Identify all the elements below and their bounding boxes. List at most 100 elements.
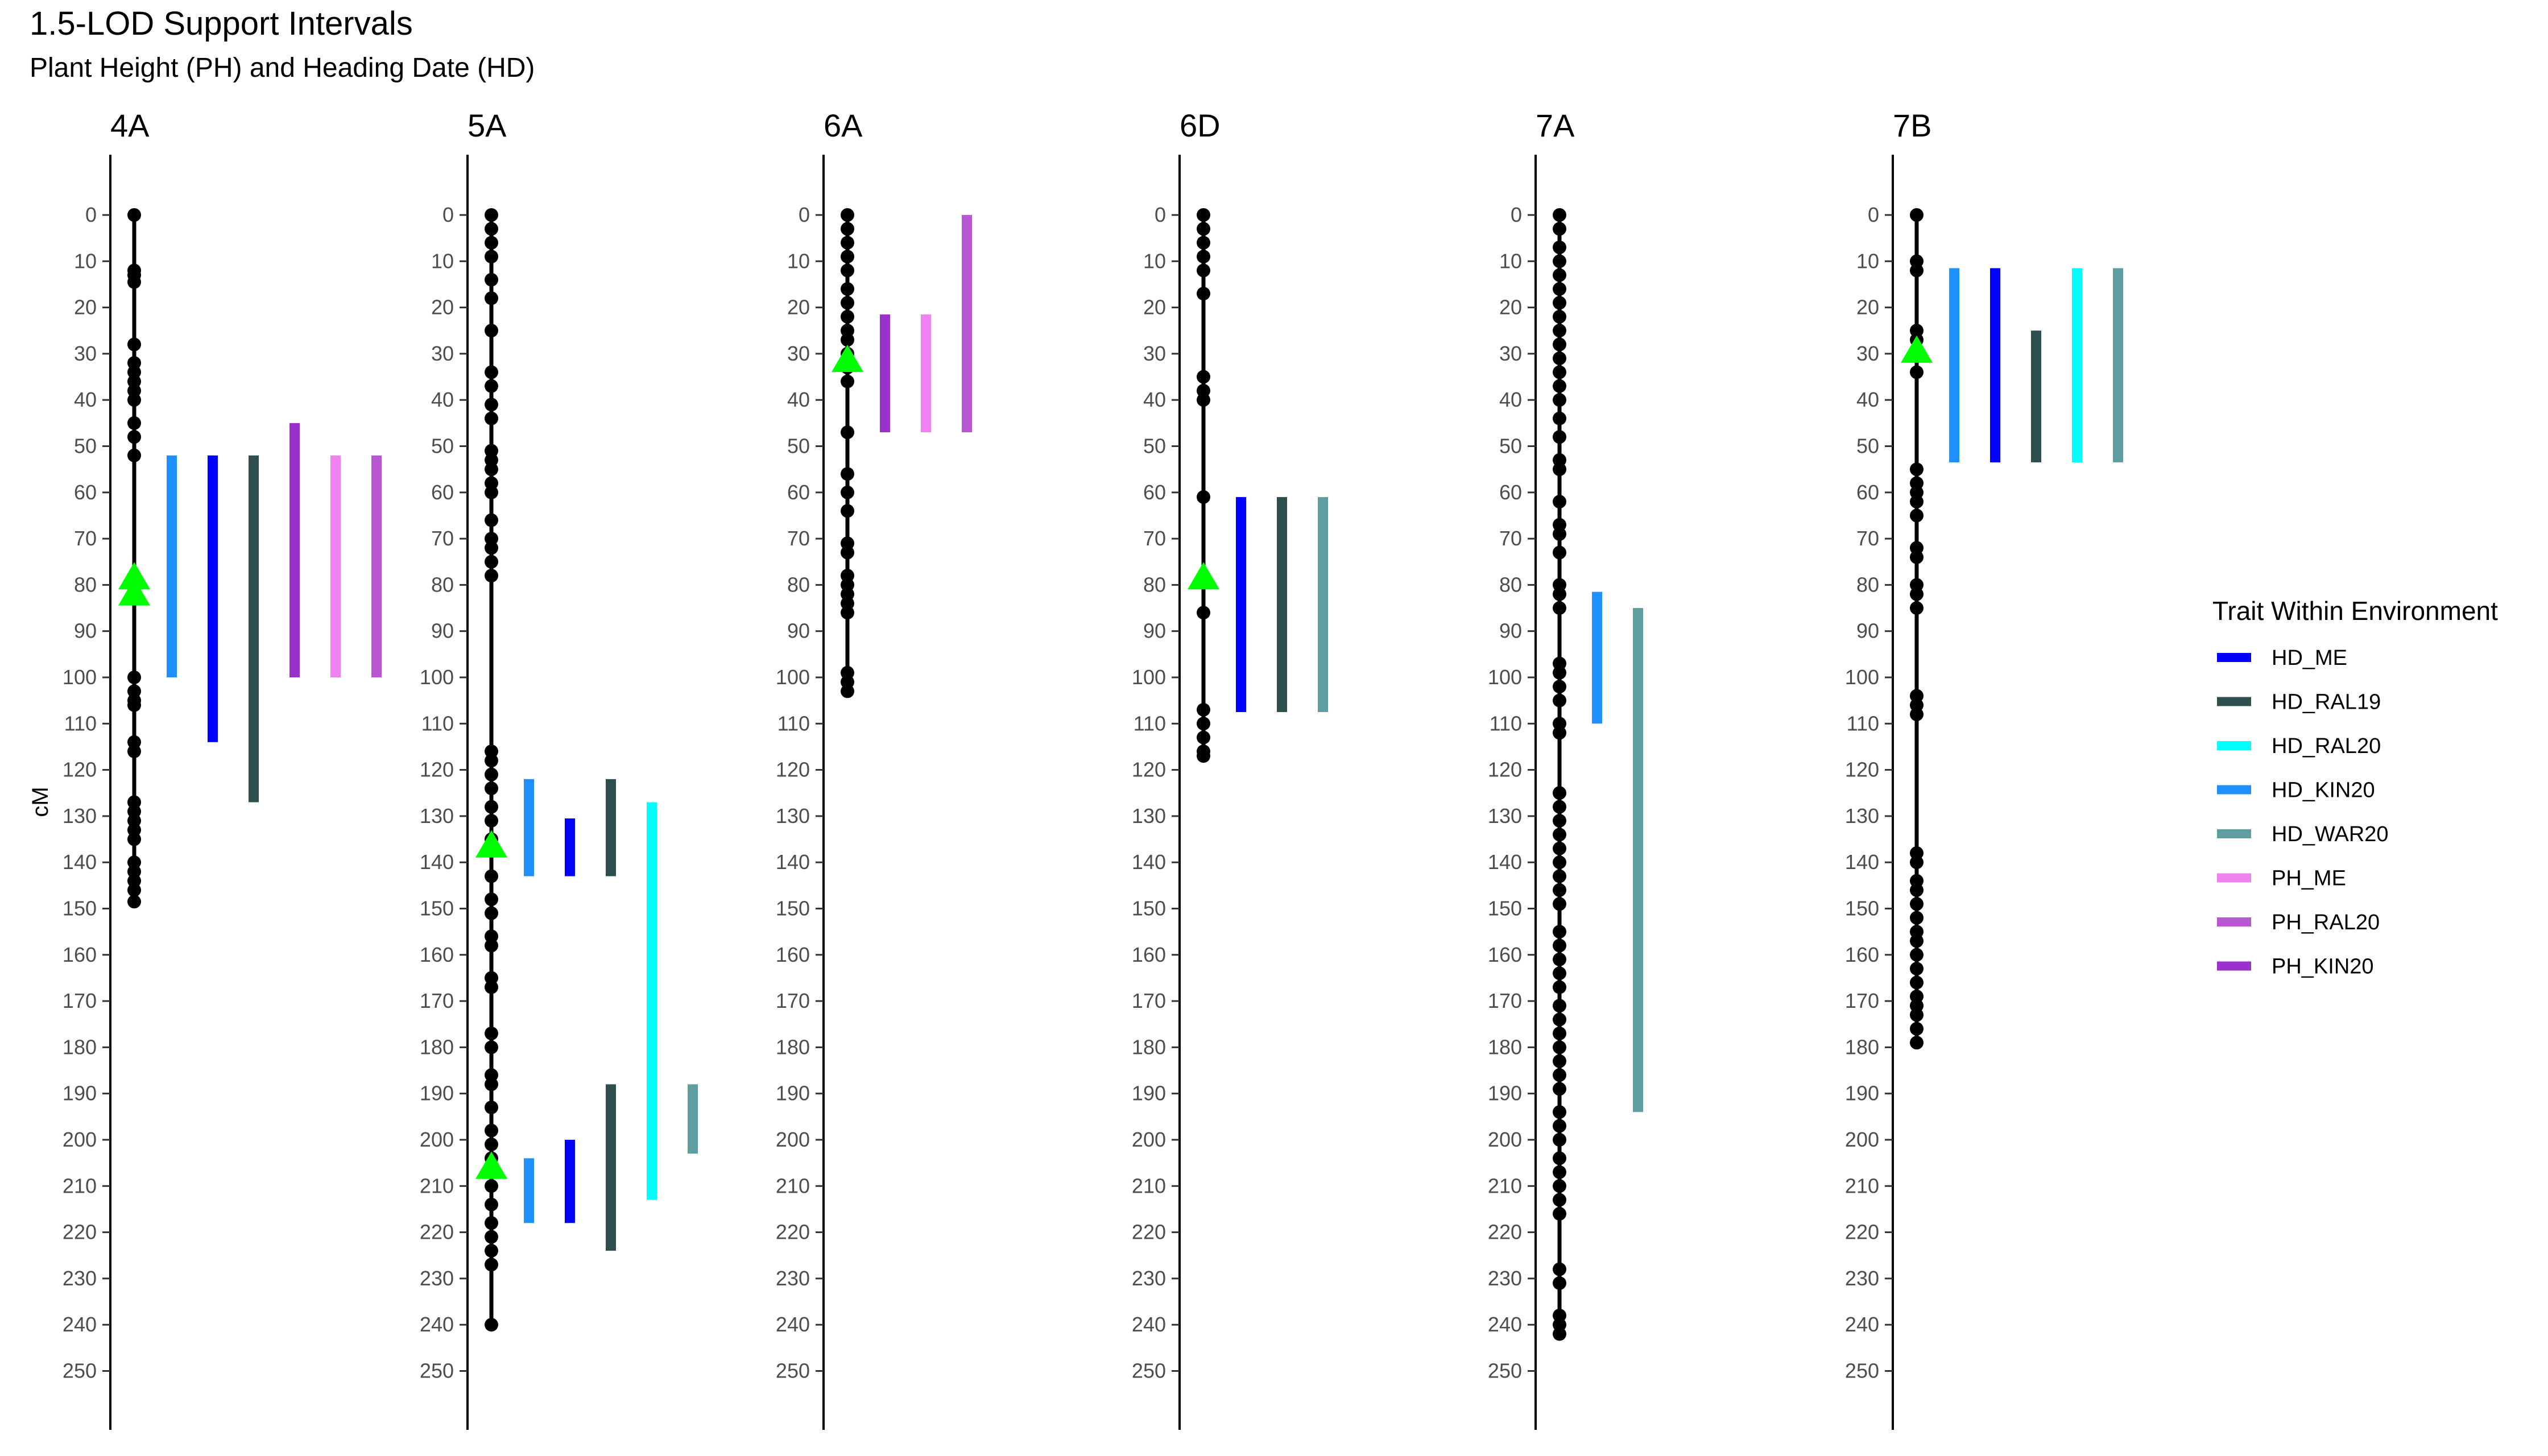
marker-point: [841, 485, 854, 499]
y-tick-label: 10: [431, 249, 454, 272]
marker-point: [1553, 393, 1566, 407]
marker-point: [841, 425, 854, 440]
legend-label: PH_KIN20: [2272, 955, 2374, 979]
y-tick-label: 30: [787, 342, 810, 365]
y-tick-label: 40: [787, 388, 810, 411]
y-tick-label: 220: [420, 1221, 454, 1244]
interval-bar-hd-kin20: [524, 1158, 534, 1223]
y-tick-label: 230: [63, 1267, 97, 1290]
marker-point: [1910, 495, 1924, 509]
y-tick-label: 120: [1845, 758, 1879, 781]
marker-point: [841, 235, 854, 250]
marker-point: [1553, 309, 1566, 324]
y-tick-label: 100: [63, 665, 97, 689]
y-tick-label: 110: [1134, 712, 1166, 735]
marker-point: [1197, 370, 1210, 384]
interval-bar-hd-me: [1990, 268, 2000, 462]
y-tick-label: 80: [1499, 573, 1522, 596]
y-tick-label: 130: [420, 804, 454, 828]
y-tick-label: 110: [64, 712, 97, 735]
y-tick-label: 90: [1499, 619, 1522, 643]
marker-point: [1553, 980, 1566, 994]
marker-point: [127, 832, 141, 846]
y-tick-label: 160: [1132, 943, 1166, 966]
y-tick-label: 20: [1856, 296, 1879, 319]
legend-label: HD_KIN20: [2272, 779, 2375, 803]
marker-point: [1553, 411, 1566, 425]
y-tick-label: 220: [63, 1221, 97, 1244]
legend-swatch: [2217, 829, 2251, 838]
y-tick-label: 250: [776, 1359, 810, 1383]
interval-bar-hd-ral19: [606, 1084, 616, 1251]
marker-point: [1197, 490, 1210, 504]
marker-point: [1910, 1021, 1924, 1036]
y-tick-label: 60: [1856, 481, 1879, 504]
y-tick-label: 210: [776, 1174, 810, 1197]
y-tick-label: 80: [431, 573, 454, 596]
marker-point: [127, 698, 141, 712]
marker-point: [1553, 1151, 1566, 1165]
y-tick-label: 20: [1143, 296, 1166, 319]
marker-point: [1553, 841, 1566, 855]
marker-point: [485, 541, 498, 555]
interval-bar-hd-ral19: [2031, 330, 2041, 462]
marker-point: [1553, 1179, 1566, 1193]
y-tick-label: 190: [1845, 1082, 1879, 1105]
y-tick-label: 170: [776, 989, 810, 1012]
y-tick-label: 190: [776, 1082, 810, 1105]
y-tick-label: 200: [776, 1128, 810, 1151]
panel-7B: 7B 0 10 20 30 40 50 60 70 80 90 100 110 120 130 140 150 1…: [1845, 107, 2123, 1430]
marker-point: [1553, 324, 1566, 338]
y-tick-label: 230: [1845, 1267, 1879, 1290]
y-tick-label: 230: [1488, 1267, 1522, 1290]
y-tick-label: 250: [420, 1359, 454, 1383]
y-tick-label: 30: [431, 342, 454, 365]
marker-point: [485, 569, 498, 583]
marker-point: [1553, 680, 1566, 694]
y-tick-label: 250: [1132, 1359, 1166, 1383]
qtl-peak-triangle: [1188, 562, 1219, 590]
panel-5A: 5A 0 10 20 30 40 50 60 70 80 90 100 110 120 130 140 150 1…: [420, 107, 698, 1430]
marker-point: [841, 296, 854, 310]
y-tick-label: 170: [420, 989, 454, 1012]
qtl-peak-triangle: [475, 830, 507, 858]
marker-point: [485, 379, 498, 393]
marker-point: [841, 282, 854, 296]
interval-bar-hd-war20: [1633, 608, 1643, 1112]
y-tick-label: 140: [1132, 850, 1166, 874]
marker-point: [1553, 999, 1566, 1013]
marker-point: [485, 272, 498, 287]
y-tick-label: 100: [1488, 665, 1522, 689]
panel-title: 7B: [1893, 107, 1932, 143]
marker-point: [485, 906, 498, 920]
y-tick-label: 90: [1143, 619, 1166, 643]
y-tick-label: 50: [1143, 435, 1166, 458]
marker-point: [1553, 462, 1566, 477]
y-tick-label: 30: [1856, 342, 1879, 365]
marker-point: [485, 1027, 498, 1041]
marker-point: [485, 754, 498, 768]
marker-point: [1197, 222, 1210, 236]
marker-point: [127, 208, 141, 222]
y-tick-label: 130: [776, 804, 810, 828]
marker-point: [1553, 351, 1566, 366]
marker-point: [127, 337, 141, 351]
y-tick-label: 40: [74, 388, 97, 411]
y-tick-label: 70: [431, 527, 454, 550]
y-tick-label: 90: [431, 619, 454, 643]
y-tick-label: 110: [777, 712, 810, 735]
y-tick-label: 40: [1143, 388, 1166, 411]
marker-point: [1910, 263, 1924, 278]
marker-point: [1553, 282, 1566, 296]
y-tick-label: 110: [421, 712, 454, 735]
marker-point: [485, 767, 498, 781]
y-tick-label: 140: [1488, 850, 1522, 874]
y-tick-label: 150: [1132, 897, 1166, 920]
marker-point: [1910, 897, 1924, 911]
marker-point: [1553, 601, 1566, 615]
interval-bar-hd-war20: [1318, 497, 1328, 712]
marker-point: [485, 235, 498, 250]
interval-bar-hd-kin20: [167, 455, 177, 677]
marker-point: [485, 291, 498, 305]
